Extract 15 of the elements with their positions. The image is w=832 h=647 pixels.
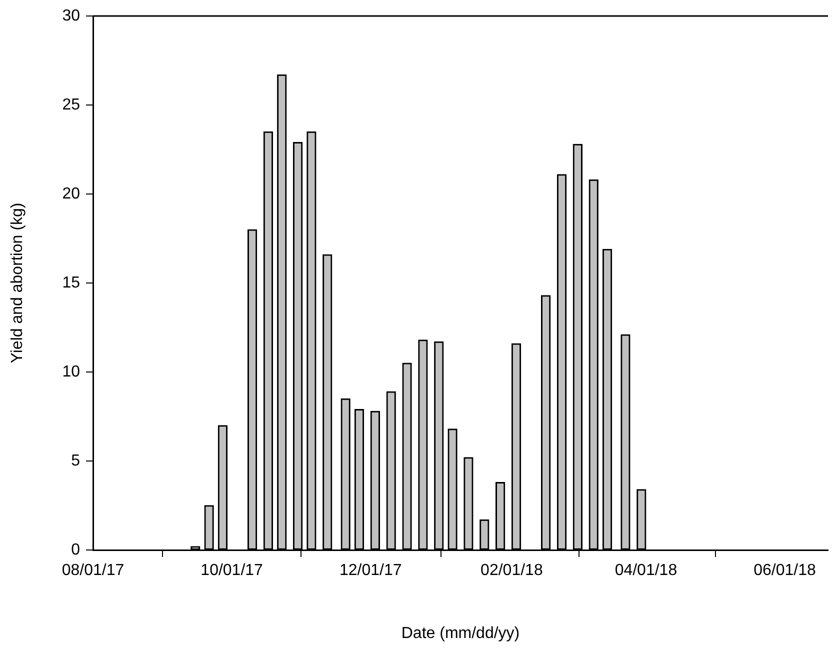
x-tick-label: 08/01/17: [62, 562, 124, 580]
x-tick-label: 12/01/17: [339, 562, 402, 580]
x-axis-title: Date (mm/dd/yy): [401, 624, 520, 642]
x-tick-label: 06/01/18: [754, 562, 816, 580]
y-tick-label: 10: [62, 363, 80, 380]
x-tick-label: 04/01/18: [614, 562, 678, 580]
y-tick-label: 5: [71, 452, 80, 470]
y-axis-title: Yield and abortion (kg): [9, 202, 26, 364]
y-tick-label: 25: [62, 96, 80, 114]
x-tick-label: 02/01/18: [480, 562, 543, 580]
y-tick-label: 15: [62, 274, 80, 292]
y-tick-label: 20: [62, 185, 80, 202]
y-tick-label: 0: [71, 541, 80, 558]
y-tick-label: 30: [62, 7, 80, 24]
x-tick-label: 10/01/17: [200, 562, 264, 580]
